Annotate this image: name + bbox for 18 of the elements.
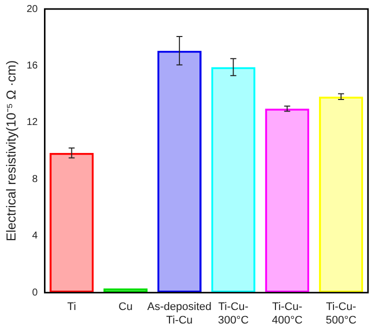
bar bbox=[50, 152, 94, 293]
x-tick-label: Ti-Cu-400°C bbox=[272, 301, 303, 326]
y-axis-title: Electrical resistivity(10⁻⁵ Ω ·cm) bbox=[3, 60, 18, 242]
x-tick-label: Ti-Cu-500°C bbox=[326, 301, 356, 326]
y-tick-label: 4 bbox=[32, 230, 38, 242]
x-tick-label: As-deposited Ti-Cu bbox=[147, 301, 212, 326]
x-tick-label: Ti bbox=[67, 301, 76, 314]
y-tick-label: 0 bbox=[32, 287, 38, 298]
y-tick-label: 16 bbox=[26, 60, 38, 72]
y-tick-label: 20 bbox=[26, 4, 38, 15]
x-tick-label: Cu bbox=[118, 301, 133, 314]
bar bbox=[211, 67, 256, 293]
bar bbox=[318, 96, 364, 293]
bar bbox=[265, 108, 310, 293]
y-tick-label: 12 bbox=[26, 117, 38, 128]
x-tick-label: Ti-Cu-300°C bbox=[218, 301, 249, 326]
y-tick-label: 8 bbox=[32, 174, 38, 185]
bar bbox=[157, 50, 202, 293]
